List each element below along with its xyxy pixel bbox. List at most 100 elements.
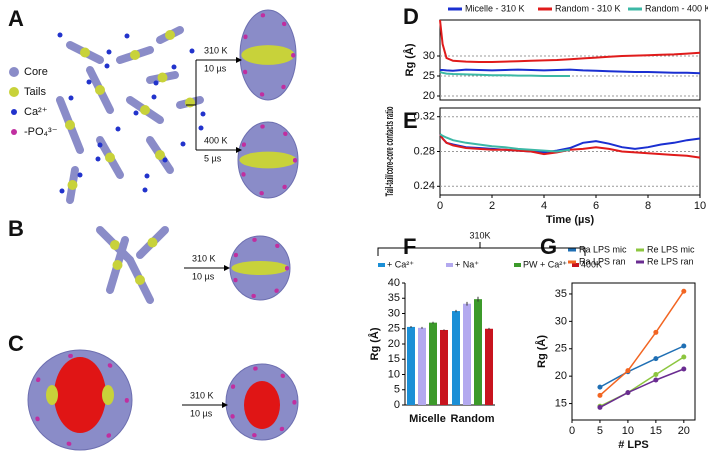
series-line (439, 71, 570, 77)
x-tick-label: 2 (489, 200, 495, 212)
annotation: 310K (469, 230, 490, 240)
point (653, 377, 659, 383)
panel-label: D (403, 4, 419, 29)
legend-label: Random - 310 K (555, 3, 621, 13)
legend-swatch (9, 87, 19, 97)
point (653, 356, 659, 362)
y-tick-label: 0.24 (414, 180, 435, 192)
phosphate (68, 353, 73, 358)
legend-swatch (11, 129, 17, 135)
legend-swatch (636, 248, 644, 252)
calcium (77, 172, 83, 178)
panel-label: A (8, 6, 24, 31)
legend-label: Ra LPS ran (579, 256, 626, 266)
tail (130, 50, 140, 60)
legend-label: 400K (581, 259, 602, 269)
tail (157, 72, 168, 83)
x-tick-label: 6 (593, 200, 599, 212)
tail-band (231, 260, 289, 276)
y-tick-label: 25 (388, 323, 400, 335)
y-axis-label: Rg (Å) (368, 327, 381, 360)
phosphate (291, 53, 296, 58)
point (597, 404, 603, 410)
legend-label: Re LPS mic (647, 244, 695, 254)
y-tick-label: 20 (555, 370, 567, 382)
tail (135, 275, 145, 285)
x-tick-label: 4 (541, 200, 547, 212)
tail (80, 47, 90, 58)
point (625, 368, 631, 374)
phosphate (261, 13, 266, 18)
phosphate (243, 69, 248, 74)
arrow-time: 10 µs (204, 63, 227, 73)
calcium (115, 126, 121, 132)
series-line (439, 133, 701, 159)
point (653, 329, 659, 335)
tail (110, 240, 120, 250)
plot-frame (439, 19, 701, 101)
legend-label: PW + Ca²⁺ (523, 259, 567, 269)
y-tick-label: 40 (388, 277, 400, 289)
phosphate (259, 191, 264, 196)
legend-label: Core (24, 66, 48, 78)
y-axis-label: Rg (Å) (403, 43, 416, 76)
legend-label: Tails (24, 86, 47, 98)
legend-label: Ca²⁺ (24, 106, 48, 118)
point (597, 384, 603, 390)
phosphate (283, 131, 288, 136)
bar (440, 329, 448, 405)
arrow-time: 10 µs (192, 271, 215, 281)
phosphate (259, 92, 264, 97)
phosphate (252, 237, 257, 242)
phosphate (106, 433, 111, 438)
calcium (200, 111, 206, 117)
arrow-time: 5 µs (204, 153, 222, 163)
y-tick-label: 0 (394, 399, 400, 411)
legend-label: Ra LPS mic (579, 244, 627, 254)
calcium (86, 79, 92, 85)
y-tick-label: 20 (423, 90, 435, 102)
phosphate (36, 377, 41, 382)
tail (155, 150, 165, 160)
y-tick-label: 20 (388, 338, 400, 350)
phosphate (280, 373, 285, 378)
phosphate (243, 34, 248, 39)
arrow-head (224, 265, 230, 271)
point (681, 354, 687, 360)
tail (185, 97, 195, 108)
calcium (104, 63, 110, 69)
tail (46, 385, 58, 405)
arrow-temp: 310 K (204, 45, 228, 55)
x-tick-label: 8 (645, 200, 651, 212)
phosphate (252, 433, 257, 438)
tail (65, 120, 75, 130)
point (681, 366, 687, 372)
y-tick-label: 30 (555, 315, 567, 327)
red-core (244, 381, 280, 429)
panel-label: F (403, 234, 416, 259)
y-tick-label: 15 (388, 353, 400, 365)
point (625, 390, 631, 396)
bar (418, 327, 426, 405)
phosphate (284, 266, 289, 271)
panel-label: G (540, 234, 557, 259)
chart: 15 20 25 30 35 0 5 10 15 20 Rg (Å) # LPS Ra LPS mic R… (535, 244, 696, 451)
tail (147, 237, 158, 248)
legend-label: + Na⁺ (455, 259, 479, 269)
bar (429, 322, 437, 405)
tail (105, 152, 115, 163)
calcium (151, 94, 157, 100)
x-tick-label: 5 (597, 425, 603, 437)
phosphate (241, 172, 246, 177)
arrow-time: 10 µs (190, 408, 213, 418)
series-line (599, 345, 685, 388)
legend-swatch (568, 248, 576, 252)
y-tick-label: 35 (388, 292, 400, 304)
x-tick-label: Random (451, 413, 495, 425)
y-tick-label: 10 (388, 368, 400, 380)
y-tick-label: 25 (423, 70, 435, 82)
legend-label: Random - 400 K (645, 3, 708, 13)
y-axis-label: Tail-tail/core-core contacts ratio (384, 106, 396, 196)
series-line (599, 290, 685, 396)
